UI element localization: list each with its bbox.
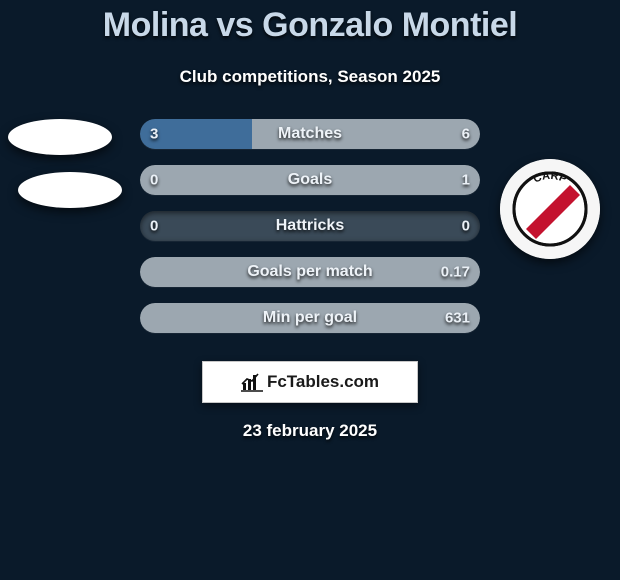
stat-bar-track: 0 0Hattricks xyxy=(140,211,480,241)
stat-bar-track: 0.17Goals per match xyxy=(140,257,480,287)
page-title: Molina vs Gonzalo Montiel xyxy=(0,6,620,45)
footer-brand-text: FcTables.com xyxy=(267,372,379,392)
stat-bar-right-fill xyxy=(140,303,480,333)
stat-row: 01Goals xyxy=(0,157,620,203)
stat-bar-track: 36Matches xyxy=(140,119,480,149)
stat-value-left: 0 xyxy=(150,218,158,235)
stat-bar-right-fill xyxy=(140,165,480,195)
stat-bar-track: 01Goals xyxy=(140,165,480,195)
stat-label: Hattricks xyxy=(140,217,480,235)
stat-bar-right-fill xyxy=(252,119,480,149)
stat-bar-right-fill xyxy=(140,257,480,287)
stat-row: 0 0Hattricks xyxy=(0,203,620,249)
stat-row: 0.17Goals per match xyxy=(0,249,620,295)
stat-bar-left-fill xyxy=(140,119,252,149)
footer-date: 23 february 2025 xyxy=(0,421,620,441)
stat-bar-track: 631Min per goal xyxy=(140,303,480,333)
stat-row: 631Min per goal xyxy=(0,295,620,341)
comparison-card: Molina vs Gonzalo Montiel Club competiti… xyxy=(0,0,620,441)
stat-value-right: 0 xyxy=(462,218,470,235)
bar-chart-icon xyxy=(241,372,263,392)
stat-row: 36Matches xyxy=(0,111,620,157)
stat-rows: 36Matches 01Goals 0 0Hattricks 0.17Goals per… xyxy=(0,111,620,341)
subtitle: Club competitions, Season 2025 xyxy=(0,67,620,87)
footer-branding: FcTables.com xyxy=(202,361,418,403)
